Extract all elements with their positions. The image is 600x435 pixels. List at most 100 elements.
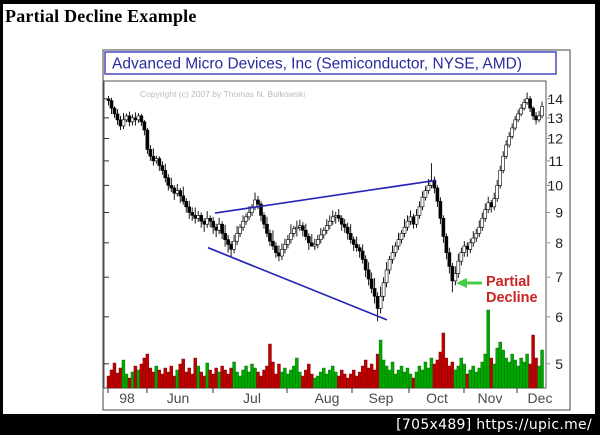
candle-body [408, 216, 413, 222]
candle-body [342, 223, 347, 228]
volume-bar [429, 357, 434, 389]
volume-bar [480, 361, 484, 389]
volume-bar [127, 377, 132, 389]
y-axis-label: 8 [555, 235, 563, 251]
candle-body [531, 107, 535, 117]
candle-body [205, 217, 209, 225]
candle-body [369, 278, 374, 289]
candle-body [465, 245, 470, 250]
partial-decline-annotation: Partial Decline [456, 274, 538, 306]
volume-bar [528, 363, 532, 389]
candle-body [256, 199, 260, 205]
volume-bar [417, 365, 422, 389]
y-axis-label: 10 [547, 177, 563, 193]
volume-bar [178, 363, 182, 389]
volume-bar [154, 365, 159, 389]
y-axis-label: 7 [555, 269, 563, 285]
volume-bar [172, 375, 176, 389]
chart-outer-frame [102, 49, 571, 411]
volume-bar [169, 365, 173, 389]
candle-body [492, 198, 497, 208]
volume-bar [531, 334, 535, 389]
candle-body [471, 237, 476, 244]
volume-bar [525, 353, 529, 389]
candle-body [402, 226, 407, 234]
volume-bar [157, 369, 162, 389]
candle-body [277, 252, 281, 257]
candle-body [468, 242, 473, 250]
candle-body [241, 220, 245, 228]
volume-bar [322, 367, 326, 389]
volume-bar [265, 365, 269, 389]
candle-body [444, 236, 449, 253]
volume-bar [148, 367, 153, 389]
y-axis-label: 13 [547, 110, 563, 126]
candle-body [366, 269, 371, 280]
x-axis-label: Jul [243, 390, 261, 406]
candle-body [522, 102, 526, 109]
volume-bar [340, 369, 344, 389]
volume-bar [411, 377, 416, 389]
candle-body [307, 236, 311, 244]
candle-body [145, 129, 150, 150]
candle-body [510, 127, 514, 137]
volume-bar [325, 373, 329, 389]
annotation-arrow-head [456, 278, 467, 288]
volume-bar [250, 363, 254, 389]
candle-body [318, 234, 323, 240]
volume-bar [184, 371, 188, 389]
candle-body [495, 185, 500, 199]
volume-bar [343, 373, 347, 389]
y-axis-label: 14 [547, 91, 563, 107]
volume-bar [423, 361, 428, 389]
candle-body [157, 158, 162, 166]
candle-body [220, 223, 224, 234]
candle-body [540, 105, 544, 117]
candle-body [166, 177, 171, 186]
candle-body [390, 252, 395, 260]
volume-bar [292, 365, 296, 389]
candle-body [426, 185, 431, 191]
candle-body [199, 215, 203, 222]
candle-body [411, 216, 416, 225]
candle-body [247, 212, 251, 218]
candle-body [184, 201, 189, 208]
candle-body [313, 244, 317, 247]
candle-body [175, 190, 180, 194]
volume-bar [366, 367, 371, 389]
x-axis-label: Nov [478, 390, 503, 406]
volume-bar [196, 365, 200, 389]
candle-body [333, 215, 338, 218]
plot-contents: 5 6 7 8 9 10 11 12 13 14 98 Jun Jul Aug Sep Oct Nov Dec [104, 91, 563, 406]
candle-body [477, 226, 482, 234]
candle-body [235, 233, 239, 242]
candle-body [292, 228, 296, 234]
volume-bar [519, 357, 523, 389]
volume-bar [540, 349, 544, 389]
volume-bar [259, 375, 263, 389]
volume-bar [369, 363, 374, 389]
volume-bar [459, 357, 464, 389]
volume-bar [334, 371, 338, 389]
volume-bar [133, 365, 138, 389]
candle-body [363, 259, 368, 271]
candle-body [130, 117, 135, 123]
candle-body [283, 244, 287, 250]
volume-bar [360, 365, 365, 389]
candle-body [229, 244, 233, 250]
volume-bar [304, 369, 308, 389]
page-title: Partial Decline Example [5, 6, 197, 26]
candle-body [253, 199, 257, 208]
volume-bar [124, 373, 129, 389]
volume-bar [271, 361, 275, 389]
candle-body [372, 288, 377, 297]
candle-body [381, 282, 386, 297]
candle-body [480, 217, 485, 228]
volume-bar [190, 373, 194, 389]
candle-body [196, 215, 200, 219]
volume-bar [106, 375, 111, 389]
candle-body [414, 215, 419, 225]
trendline [207, 246, 388, 321]
